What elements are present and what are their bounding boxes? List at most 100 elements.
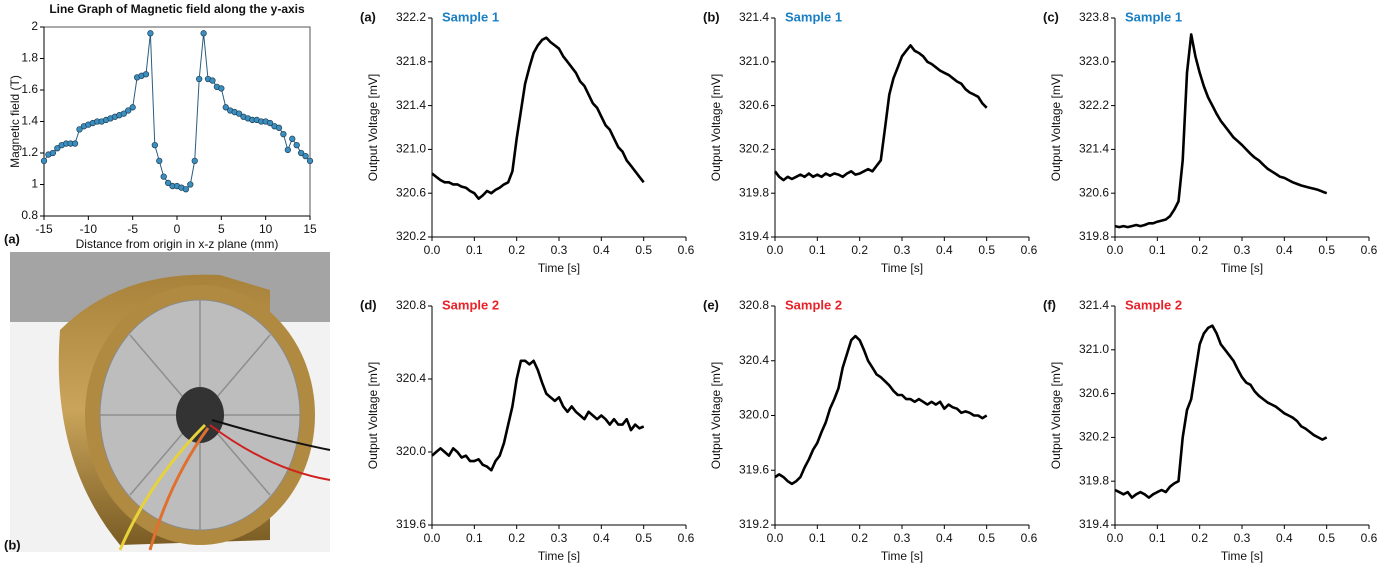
data-point <box>160 173 167 180</box>
x-tick-label: 0.1 <box>809 243 826 257</box>
magnet-bore <box>176 387 224 443</box>
x-axis-label: Time [s] <box>1221 261 1263 275</box>
x-tick-label: 10 <box>259 222 273 236</box>
y-tick-label: 319.8 <box>1079 473 1109 487</box>
data-point <box>297 149 305 157</box>
data-point <box>147 30 154 37</box>
panel-label: (d) <box>360 297 377 312</box>
y-tick-label: 320.0 <box>396 444 426 458</box>
x-tick-label: 0.0 <box>424 243 441 257</box>
y-tick-label: 1 <box>31 177 38 191</box>
x-tick-label: 0.6 <box>1021 243 1038 257</box>
x-tick-label: 0.3 <box>894 531 911 545</box>
data-point <box>49 149 57 157</box>
y-tick-label: 321.8 <box>396 54 426 68</box>
x-tick-label: 0.0 <box>767 531 784 545</box>
x-axis-label: Time [s] <box>881 549 923 563</box>
data-point <box>54 145 61 152</box>
data-point <box>187 181 194 188</box>
y-tick-label: 0.8 <box>21 208 38 222</box>
y-tick-label: 319.6 <box>739 462 769 476</box>
y-tick-label: 320.8 <box>739 298 769 312</box>
y-tick-label: 319.8 <box>1079 229 1109 243</box>
data-point <box>235 110 243 117</box>
x-tick-label: 0.3 <box>551 243 568 257</box>
sample-label: Sample 1 <box>442 9 499 24</box>
y-tick-label: 321.0 <box>1079 342 1109 356</box>
x-tick-label: 15 <box>303 222 317 236</box>
x-tick-label: 0.1 <box>1149 243 1166 257</box>
sample-label: Sample 2 <box>442 297 499 312</box>
magnet-segments <box>100 300 300 530</box>
x-tick-label: 0.2 <box>851 243 868 257</box>
data-line <box>774 334 988 486</box>
x-tick-label: 0.1 <box>466 531 483 545</box>
data-point <box>151 141 158 149</box>
x-tick-label: -15 <box>35 222 53 236</box>
y-tick-label: 321.4 <box>1079 298 1109 312</box>
x-tick-label: 0.5 <box>978 243 995 257</box>
sample-label: Sample 2 <box>1125 297 1182 312</box>
x-axis-label: Time [s] <box>538 261 580 275</box>
data-point <box>275 124 283 131</box>
y-tick-label: 1.2 <box>21 145 38 159</box>
data-point <box>293 141 300 149</box>
x-tick-label: 0.4 <box>936 531 953 545</box>
y-tick-label: 320.2 <box>1079 430 1109 444</box>
y-axis-label: Output Voltage [mV] <box>709 362 723 469</box>
panel-label: (e) <box>703 297 719 312</box>
y-tick-label: 322.2 <box>396 10 426 24</box>
x-tick-label: 0.2 <box>1191 531 1208 545</box>
y-axis-label: Output Voltage [mV] <box>366 362 380 469</box>
x-tick-label: 0.0 <box>1107 531 1124 545</box>
data-line <box>1114 33 1328 229</box>
data-point <box>164 179 172 187</box>
y-tick-label: 319.4 <box>1079 517 1109 531</box>
x-tick-label: 0.4 <box>936 243 953 257</box>
x-tick-label: 0.0 <box>424 531 441 545</box>
data-point <box>209 77 216 84</box>
x-tick-label: 0.4 <box>1276 531 1293 545</box>
panel-label: (c) <box>1043 9 1059 24</box>
x-axis-label: Time [s] <box>881 261 923 275</box>
y-tick-label: 321.0 <box>396 142 426 156</box>
x-tick-label: 0.6 <box>1361 531 1378 545</box>
y-axis-label: Output Voltage [mV] <box>1049 74 1063 181</box>
y-tick-label: 320.2 <box>739 142 769 156</box>
x-tick-label: 0.6 <box>1361 243 1378 257</box>
panel-label: (f) <box>1043 297 1056 312</box>
y-tick-label: 1.8 <box>21 51 38 65</box>
x-tick-label: 0.2 <box>851 531 868 545</box>
x-tick-label: 0.3 <box>894 243 911 257</box>
data-line <box>431 359 645 472</box>
x-tick-label: 0.0 <box>1107 243 1124 257</box>
y-tick-label: 320.0 <box>739 408 769 422</box>
y-tick-label: 320.6 <box>739 98 769 112</box>
y-tick-label: 322.2 <box>1079 98 1109 112</box>
x-tick-label: 0.5 <box>1318 531 1335 545</box>
data-point <box>266 119 274 127</box>
y-tick-label: 320.4 <box>739 353 769 367</box>
data-point <box>156 157 163 165</box>
x-tick-label: 0.1 <box>1149 531 1166 545</box>
data-point <box>76 126 83 133</box>
y-tick-label: 320.8 <box>396 298 426 312</box>
x-tick-label: -10 <box>80 222 98 236</box>
panel-label: (a) <box>360 9 376 24</box>
y-tick-label: 321.4 <box>739 10 769 24</box>
y-tick-label: 1.4 <box>21 114 38 128</box>
x-tick-label: 0.6 <box>1021 531 1038 545</box>
y-tick-label: 319.2 <box>739 517 769 531</box>
panel-label: (b) <box>703 9 720 24</box>
wire <box>209 424 331 481</box>
x-tick-label: 0.5 <box>635 243 652 257</box>
x-axis-label: Time [s] <box>538 549 580 563</box>
data-point <box>142 71 150 78</box>
x-tick-label: 0.2 <box>508 243 525 257</box>
data-point <box>40 157 48 165</box>
x-axis-label: Time [s] <box>1221 549 1263 563</box>
y-tick-label: 321.4 <box>1079 142 1109 156</box>
x-tick-label: 0.5 <box>978 531 995 545</box>
data-point <box>200 30 207 37</box>
